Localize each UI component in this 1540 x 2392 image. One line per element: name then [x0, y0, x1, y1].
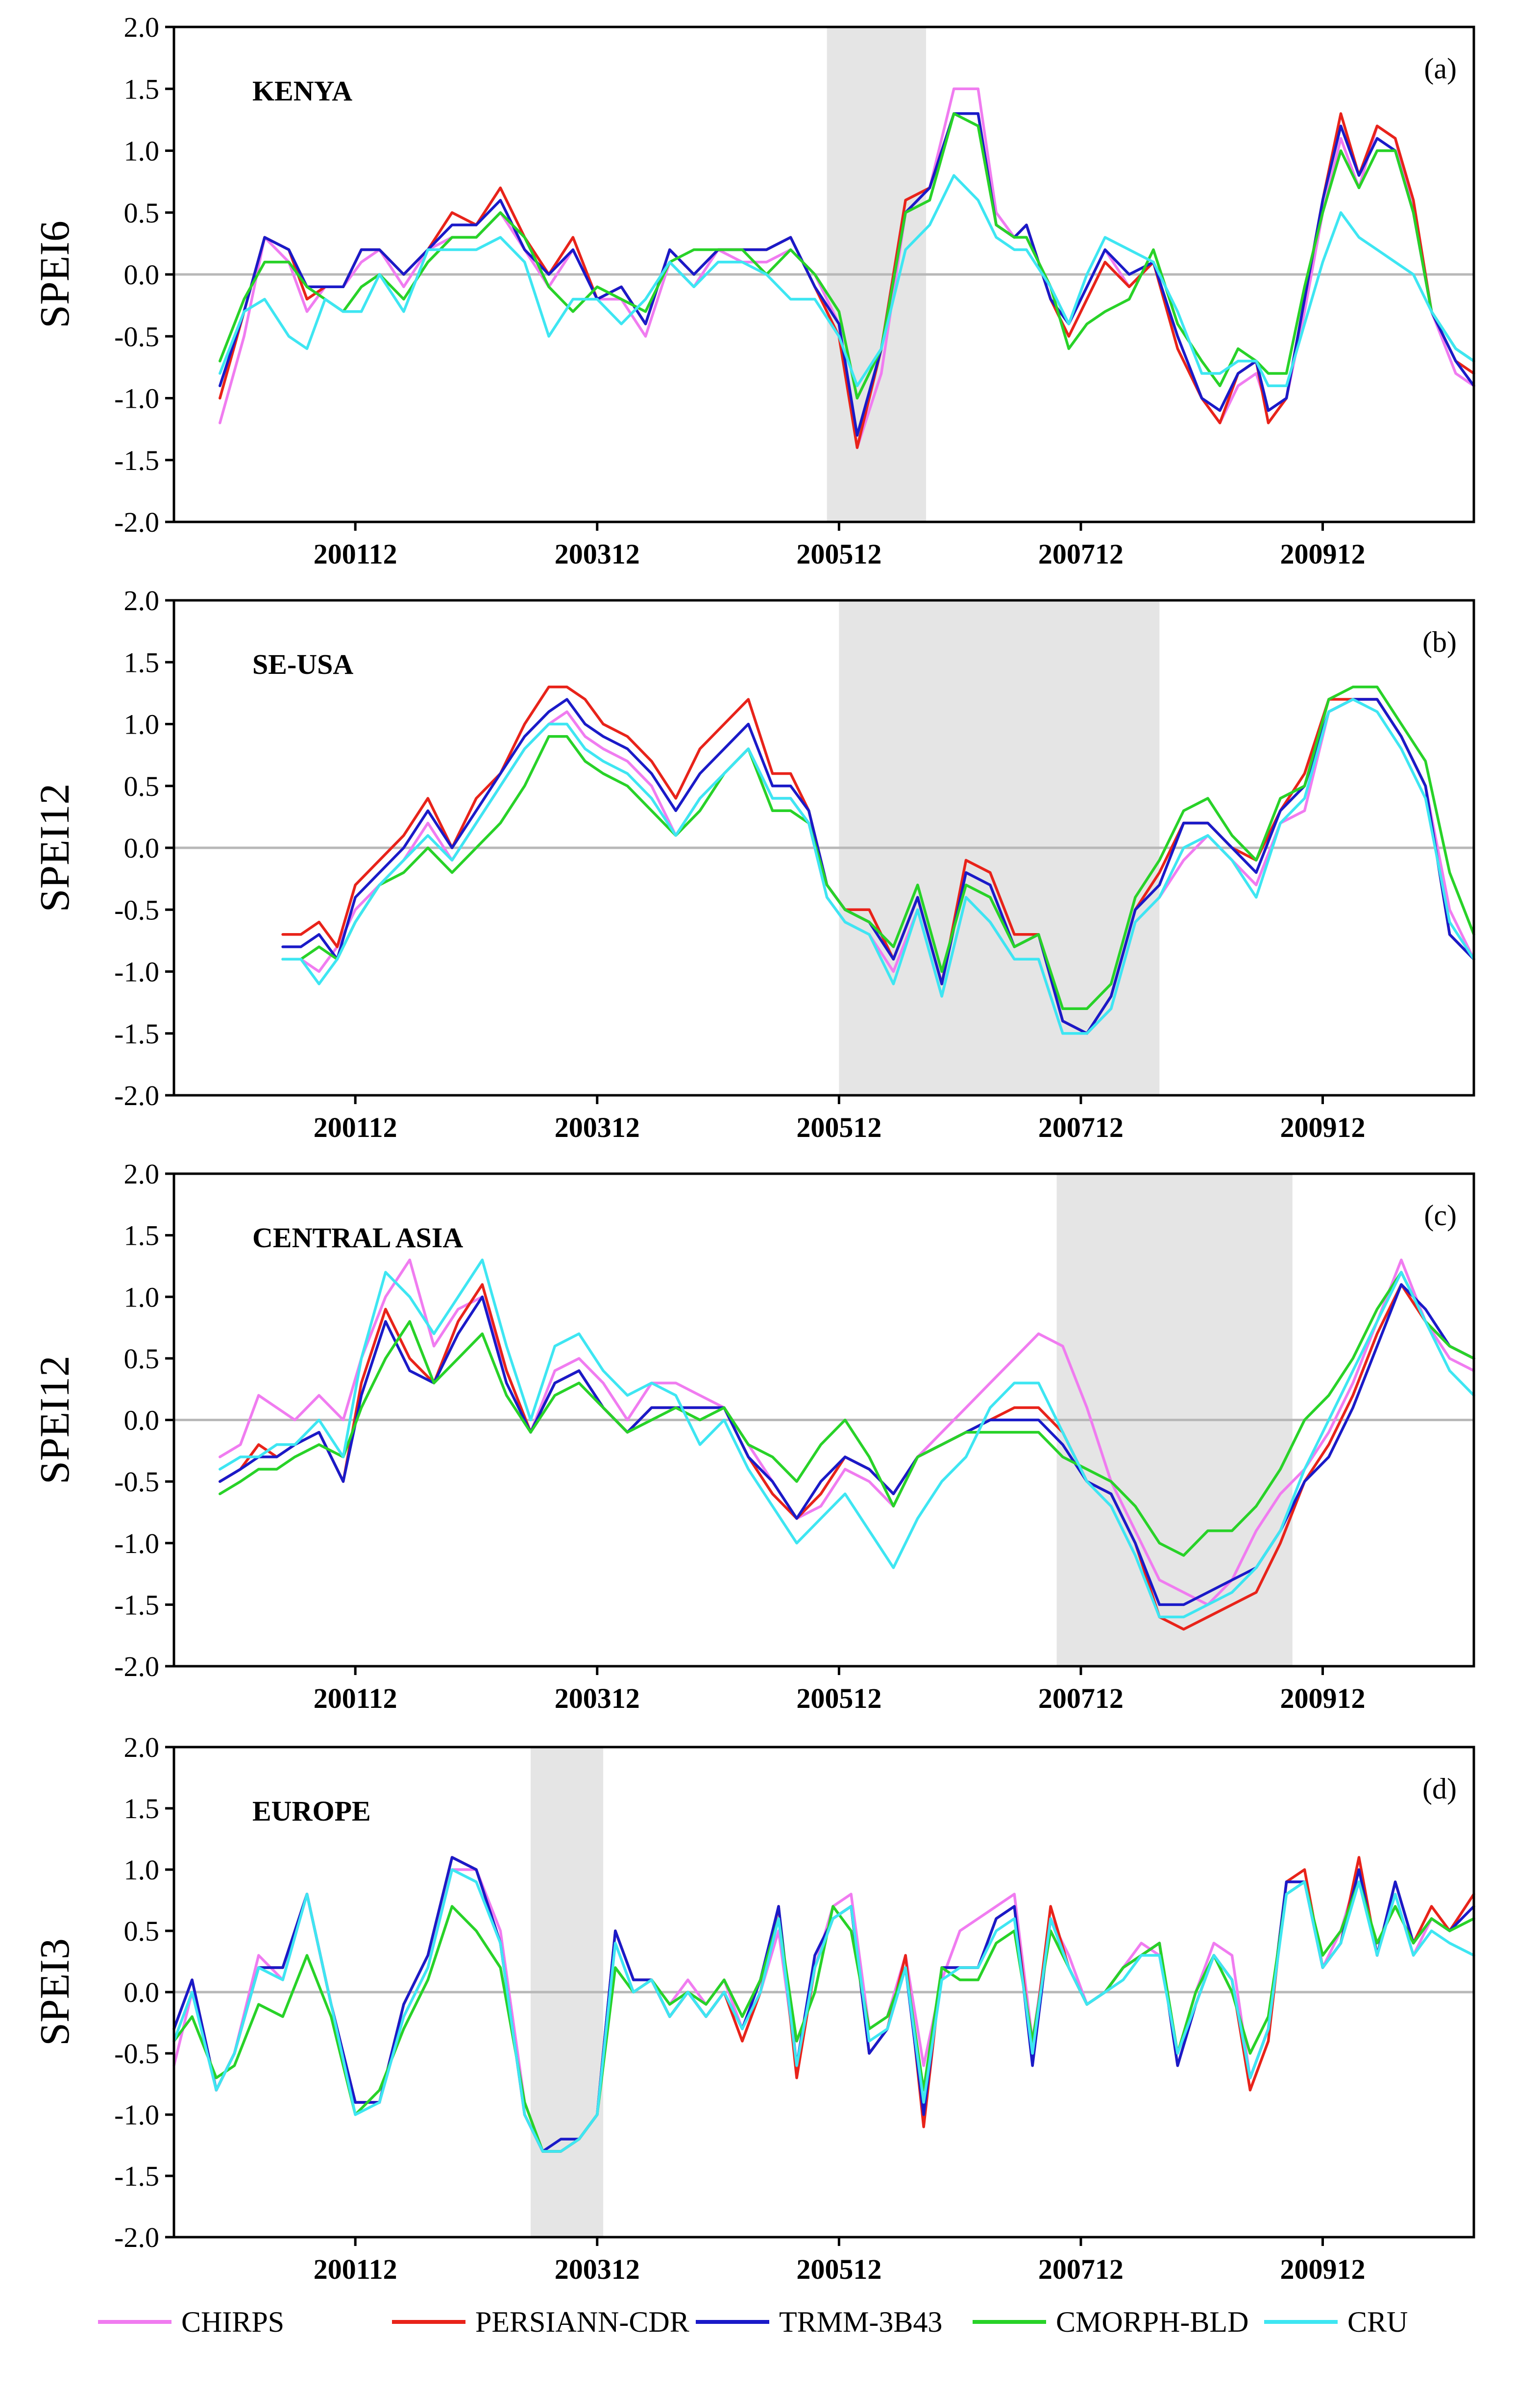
x-tick-label: 200112	[314, 2253, 397, 2285]
panel-tag: (b)	[1422, 626, 1457, 658]
y-tick-label: 0.0	[124, 1976, 160, 2008]
x-tick-label: 200312	[555, 1682, 640, 1714]
region-label: EUROPE	[252, 1795, 371, 1827]
panel-c: 2.0 1.5 1.0 0.5 0.0 -0.5 -1.0 -1.5 -2.0 200112 200…	[31, 1158, 1475, 1714]
y-tick-label: 2.0	[124, 585, 160, 616]
y-tick-label: -0.5	[114, 321, 159, 352]
x-tick-label: 200712	[1038, 1682, 1124, 1714]
y-axis-label: SPEI12	[31, 784, 78, 912]
y-tick-label: 2.0	[124, 1158, 160, 1190]
y-tick-label: -1.5	[114, 444, 159, 476]
x-tick-label: 200112	[314, 538, 397, 570]
x-tick-label: 200512	[796, 1111, 881, 1143]
x-tick-label: 200312	[555, 538, 640, 570]
x-tick-label: 200712	[1038, 2253, 1124, 2285]
series-line-cru	[172, 1868, 1475, 2153]
y-tick-label: 0.5	[124, 1915, 160, 1947]
y-tick-label: -1.0	[114, 2099, 159, 2131]
y-tick-label: 0.0	[124, 1405, 160, 1436]
y-tick-label: 1.5	[124, 646, 160, 678]
region-label: SE-USA	[252, 648, 353, 680]
region-label: KENYA	[252, 75, 352, 107]
y-tick-label: -1.5	[114, 1589, 159, 1621]
legend-item: CRU	[1264, 2306, 1408, 2338]
series-line-cru	[281, 698, 1475, 1035]
x-tick-label: 200112	[314, 1111, 397, 1143]
series-line-cmorph-bld	[281, 686, 1475, 1011]
legend-label: CRU	[1347, 2306, 1408, 2338]
panel-a: 2.0 1.5 1.0 0.5 0.0 -0.5 -1.0 -1.5 -2.0 200112 200…	[31, 11, 1475, 570]
legend-label: TRMM-3B43	[779, 2306, 942, 2338]
region-label: CENTRAL ASIA	[252, 1222, 463, 1254]
y-tick-label: 1.0	[124, 709, 160, 740]
series-line-cru	[219, 1258, 1475, 1619]
y-axis-label: SPEI3	[31, 1938, 78, 2046]
series-line-persiann-cdr	[219, 1283, 1475, 1631]
y-tick-label: -1.5	[114, 2160, 159, 2192]
legend: CHIRPS PERSIANN-CDR TRMM-3B43 CMORPH-BLD CRU	[98, 2306, 1408, 2338]
x-tick-label: 200112	[314, 1682, 397, 1714]
y-axis-label: SPEI12	[31, 1356, 78, 1484]
x-tick-label: 200912	[1280, 2253, 1366, 2285]
series-line-cru	[219, 174, 1475, 388]
x-tick-label: 200912	[1280, 1111, 1366, 1143]
y-tick-label: 1.5	[124, 73, 160, 105]
legend-label: PERSIANN-CDR	[475, 2306, 689, 2338]
y-tick-label: -2.0	[114, 1651, 159, 1682]
y-tick-label: 0.5	[124, 197, 160, 229]
y-tick-label: -0.5	[114, 894, 159, 926]
y-tick-label: 1.5	[124, 1793, 160, 1825]
y-tick-label: 1.0	[124, 1281, 160, 1313]
series-line-cmorph-bld	[172, 1880, 1475, 2153]
y-tick-label: -0.5	[114, 1466, 159, 1498]
y-tick-label: 2.0	[124, 11, 160, 43]
y-tick-label: -0.5	[114, 2038, 159, 2070]
x-tick-label: 200512	[796, 1682, 881, 1714]
y-tick-label: 1.0	[124, 135, 160, 167]
y-tick-label: -1.0	[114, 956, 159, 988]
series-line-cmorph-bld	[219, 112, 1475, 400]
y-tick-label: -2.0	[114, 1080, 159, 1111]
x-tick-label: 200512	[796, 2253, 881, 2285]
x-tick-label: 200312	[555, 2253, 640, 2285]
x-tick-label: 200512	[796, 538, 881, 570]
x-tick-label: 200912	[1280, 538, 1366, 570]
y-tick-label: 1.0	[124, 1854, 160, 1886]
y-tick-label: -1.0	[114, 383, 159, 415]
series-line-cmorph-bld	[219, 1271, 1475, 1557]
x-tick-label: 200312	[555, 1111, 640, 1143]
y-tick-label: 2.0	[124, 1731, 160, 1763]
y-tick-label: 0.5	[124, 1343, 160, 1375]
y-tick-label: -2.0	[114, 2221, 159, 2253]
y-tick-label: -1.5	[114, 1018, 159, 1050]
x-tick-label: 200712	[1038, 1111, 1124, 1143]
legend-item: TRMM-3B43	[696, 2306, 942, 2338]
y-tick-label: -2.0	[114, 506, 159, 538]
y-tick-label: 0.0	[124, 832, 160, 864]
x-tick-label: 200712	[1038, 538, 1124, 570]
y-axis-label: SPEI6	[31, 221, 78, 328]
legend-item: CHIRPS	[98, 2306, 284, 2338]
y-tick-label: 0.0	[124, 259, 160, 291]
y-tick-label: -1.0	[114, 1528, 159, 1559]
x-tick-label: 200912	[1280, 1682, 1366, 1714]
panel-tag: (d)	[1422, 1773, 1457, 1805]
panel-d: 2.0 1.5 1.0 0.5 0.0 -0.5 -1.0 -1.5 -2.0 200112 200…	[31, 1731, 1475, 2285]
y-tick-label: 0.5	[124, 770, 160, 802]
y-tick-label: 1.5	[124, 1220, 160, 1252]
panel-tag: (a)	[1424, 52, 1457, 85]
legend-item: CMORPH-BLD	[973, 2306, 1248, 2338]
legend-label: CMORPH-BLD	[1056, 2306, 1248, 2338]
legend-label: CHIRPS	[181, 2306, 284, 2338]
panel-b: 2.0 1.5 1.0 0.5 0.0 -0.5 -1.0 -1.5 -2.0 200112 200…	[31, 585, 1475, 1143]
series-line-chirps	[219, 1258, 1475, 1606]
legend-item: PERSIANN-CDR	[392, 2306, 689, 2338]
panel-tag: (c)	[1424, 1199, 1457, 1232]
